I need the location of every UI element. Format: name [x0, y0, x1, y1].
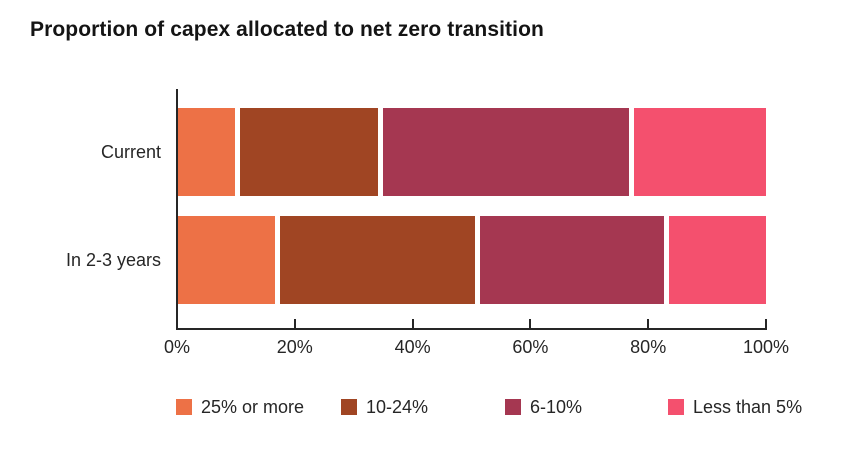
category-label: Current [100, 141, 161, 162]
bar-segment [382, 108, 630, 196]
bar-segment [178, 216, 276, 304]
bar-track [178, 108, 766, 196]
legend-label: Less than 5% [693, 396, 803, 417]
x-tick-label: 80% [630, 337, 667, 357]
legend-label: 10-24% [366, 396, 429, 417]
bar-segment [634, 108, 766, 196]
legend-swatch [505, 399, 521, 415]
x-tick [647, 319, 650, 328]
bar-segment [178, 108, 236, 196]
legend-item: 6-10% [505, 396, 583, 417]
legend-label: 6-10% [530, 396, 583, 417]
x-tick [293, 319, 296, 328]
bar-segment [480, 216, 664, 304]
x-tick-label: 100% [742, 337, 790, 357]
legend-swatch [176, 399, 192, 415]
legend-label: 25% or more [201, 396, 305, 417]
legend-item: 10-24% [341, 396, 429, 417]
x-axis-line [176, 328, 767, 330]
bar-track [178, 216, 766, 304]
legend-item: Less than 5% [668, 396, 803, 417]
legend-swatch [668, 399, 684, 415]
category-label: In 2-3 years [65, 249, 161, 270]
bar-row: In 2-3 years [0, 216, 858, 304]
x-tick-label: 60% [512, 337, 549, 357]
bar-segment [280, 216, 476, 304]
x-tick [765, 319, 767, 328]
y-axis-line [176, 89, 178, 330]
x-tick [411, 319, 414, 328]
x-tick-label: 0% [163, 337, 191, 357]
bar-row: Current [0, 108, 858, 196]
bar-segment [668, 216, 766, 304]
legend-item: 25% or more [176, 396, 305, 417]
x-tick-label: 20% [276, 337, 313, 357]
x-tick-label: 40% [394, 337, 431, 357]
x-tick [529, 319, 532, 328]
bar-segment [240, 108, 378, 196]
x-tick [176, 319, 178, 328]
legend-swatch [341, 399, 357, 415]
chart-title: Proportion of capex allocated to net zer… [30, 18, 544, 41]
